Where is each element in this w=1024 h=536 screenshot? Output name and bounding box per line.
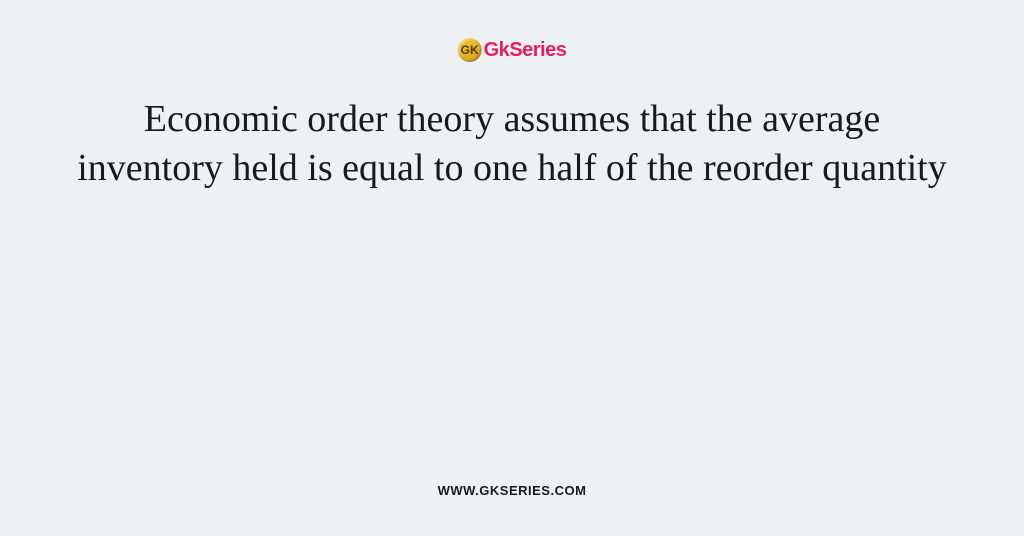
footer-url: WWW.GKSERIES.COM [438, 483, 587, 498]
main-heading: Economic order theory assumes that the a… [72, 95, 952, 192]
logo-container: GK GkSeries [458, 38, 567, 62]
logo-text-series: Series [509, 39, 566, 61]
logo-badge-text: GK [461, 43, 479, 57]
logo-text: GkSeries [484, 39, 567, 62]
logo-text-gk: Gk [484, 39, 510, 61]
logo-badge-icon: GK [458, 38, 482, 62]
